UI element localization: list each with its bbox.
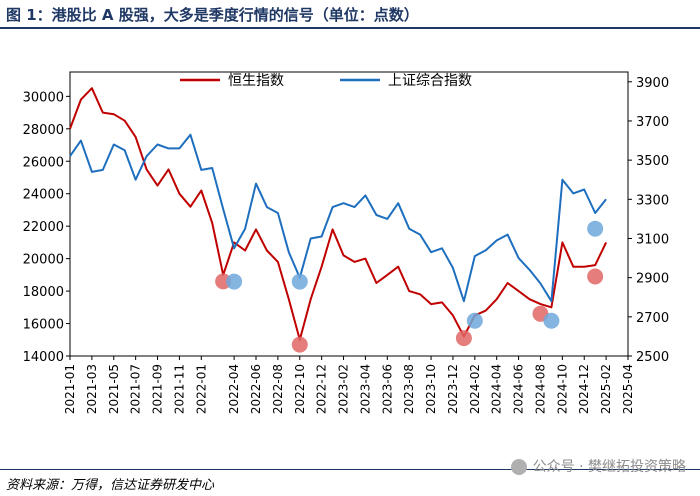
- x-axis-tick-label: 2023-12: [446, 364, 460, 414]
- right-axis-tick-label: 3100: [636, 232, 669, 247]
- left-axis-tick-label: 22000: [23, 220, 64, 235]
- x-axis-tick-label: 2024-10: [555, 364, 569, 414]
- x-axis-tick-label: 2021-03: [85, 364, 99, 414]
- left-axis-tick-label: 28000: [23, 123, 64, 138]
- x-axis-tick-label: 2023-04: [358, 364, 372, 414]
- x-axis-tick-label: 2023-10: [424, 364, 438, 414]
- left-axis-tick-label: 18000: [23, 285, 64, 300]
- legend-label: 上证综合指数: [388, 73, 472, 89]
- x-axis-tick-label: 2025-04: [621, 364, 635, 414]
- right-axis-tick-label: 2700: [636, 311, 669, 326]
- highlight-marker: [543, 312, 560, 329]
- x-axis-tick-label: 2024-02: [468, 364, 482, 414]
- footer-rule: [0, 469, 700, 470]
- plot-frame: [69, 71, 629, 357]
- right-axis-tick-label: 3300: [636, 193, 669, 208]
- x-axis-tick-label: 2023-02: [337, 364, 351, 414]
- highlight-marker: [226, 273, 243, 290]
- series-line-hangseng: [69, 87, 608, 341]
- x-axis-tick-label: 2021-07: [129, 364, 143, 414]
- watermark-text: 公众号 · 樊继拓投资策略: [532, 459, 686, 475]
- right-axis-tick-label: 3900: [636, 76, 669, 91]
- x-axis-tick-label: 2022-10: [293, 364, 307, 414]
- left-axis-tick-label: 26000: [23, 155, 64, 170]
- highlight-marker: [587, 220, 604, 237]
- right-axis-tick-label: 3500: [636, 154, 669, 169]
- highlight-marker: [291, 336, 308, 353]
- right-axis-tick-label: 2500: [636, 350, 669, 365]
- highlight-marker: [466, 312, 483, 329]
- x-axis-tick-label: 2022-04: [227, 364, 241, 414]
- x-axis-tick-label: 2021-11: [172, 364, 186, 414]
- x-axis-tick-label: 2023-06: [380, 364, 394, 414]
- x-axis-tick-label: 2022-12: [315, 364, 329, 414]
- left-axis-tick-label: 24000: [23, 188, 64, 203]
- x-axis-tick-label: 2024-08: [533, 364, 547, 414]
- right-axis-tick-label: 3700: [636, 115, 669, 130]
- legend-label: 恒生指数: [228, 73, 284, 89]
- watermark: 公众号 · 樊继拓投资策略: [510, 456, 686, 476]
- highlight-marker: [587, 268, 604, 285]
- right-axis-tick-label: 2900: [636, 272, 669, 287]
- x-axis-tick-label: 2023-08: [402, 364, 416, 414]
- x-axis-tick-label: 2022-08: [271, 364, 285, 414]
- line-chart: 14000 16000 18000 20000 22000 24000 26000 28000…: [23, 71, 669, 414]
- x-axis-tick-label: 2024-04: [490, 364, 504, 414]
- x-axis-tick-label: 2024-12: [577, 364, 591, 414]
- wechat-icon: [510, 459, 527, 475]
- highlight-marker: [291, 273, 308, 290]
- left-axis-tick-label: 30000: [23, 90, 64, 105]
- title-rule: [0, 27, 700, 29]
- source-note: 资料来源：万得，信达证券研发中心: [6, 478, 215, 493]
- x-axis-tick-label: 2021-01: [63, 364, 77, 414]
- series-line-shanghai: [69, 133, 607, 303]
- x-axis-tick-label: 2022-01: [194, 364, 208, 414]
- highlight-marker: [455, 330, 472, 347]
- x-axis-tick-label: 2024-06: [512, 364, 526, 414]
- x-axis-tick-label: 2021-09: [151, 364, 165, 414]
- x-axis-tick-label: 2022-06: [249, 364, 263, 414]
- left-axis-tick-label: 14000: [23, 350, 64, 365]
- figure-title: 图 1：港股比 A 股强，大多是季度行情的信号（单位：点数）: [6, 6, 419, 24]
- left-axis-tick-label: 20000: [23, 253, 64, 268]
- left-axis-tick-label: 16000: [23, 318, 64, 333]
- x-axis-tick-label: 2025-02: [599, 364, 613, 414]
- x-axis-tick-label: 2021-05: [107, 364, 121, 414]
